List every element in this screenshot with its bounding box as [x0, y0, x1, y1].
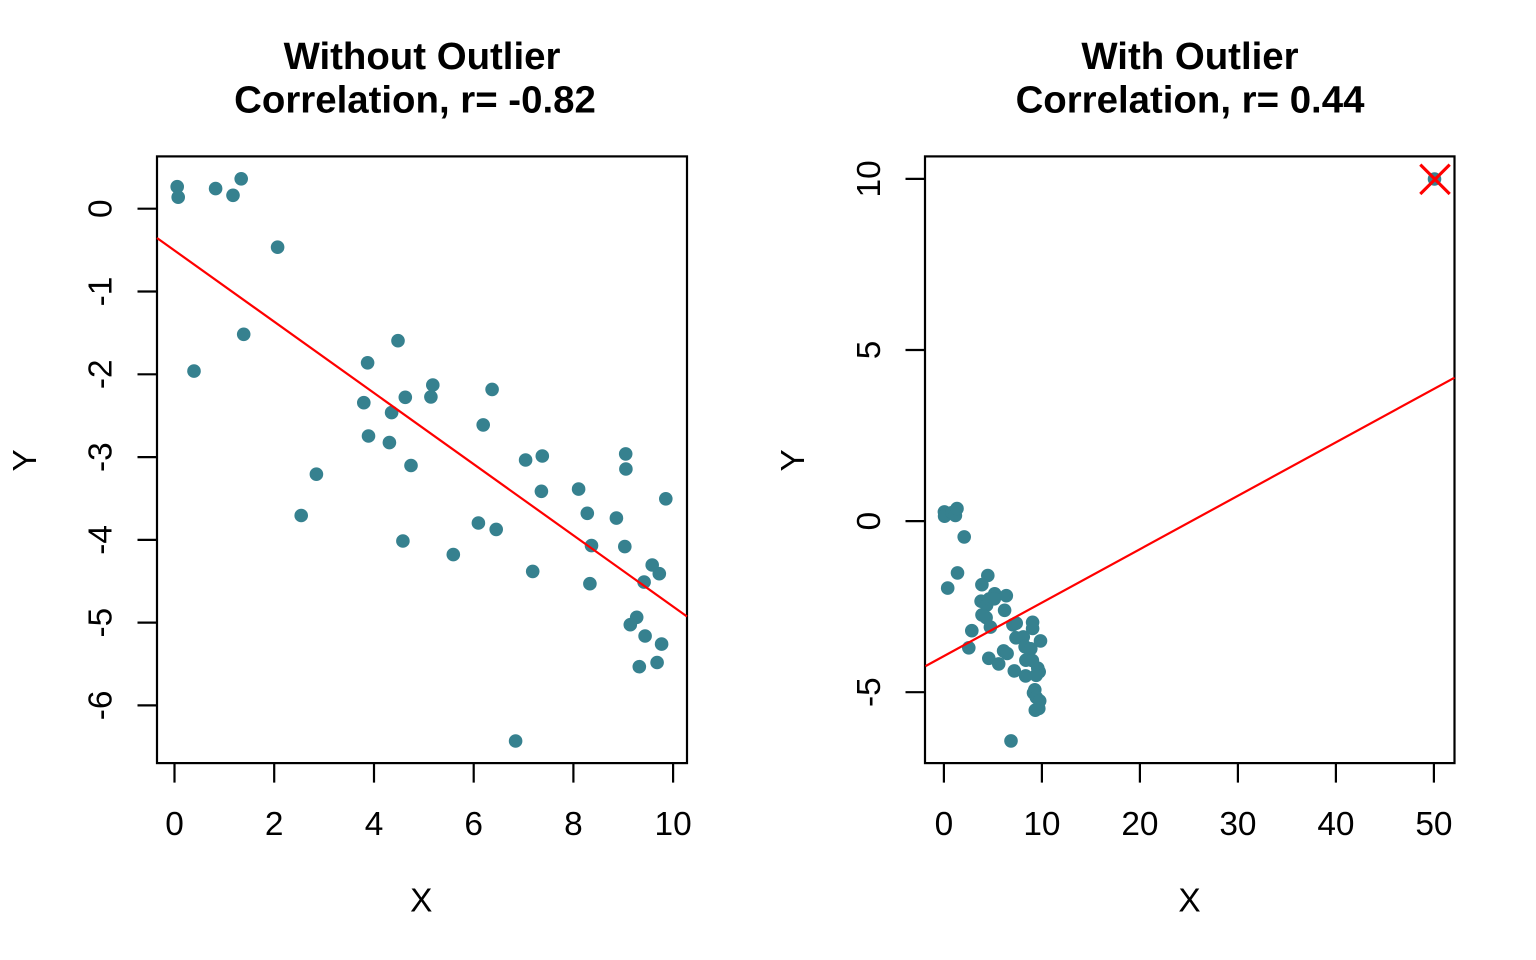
svg-text:0: 0 — [935, 806, 954, 843]
svg-text:-5: -5 — [82, 608, 119, 638]
svg-text:Y: Y — [7, 449, 44, 471]
svg-text:With Outlier: With Outlier — [1081, 35, 1298, 78]
svg-text:-6: -6 — [82, 691, 119, 721]
svg-text:Without Outlier: Without Outlier — [284, 35, 561, 78]
svg-text:50: 50 — [1415, 806, 1452, 843]
svg-text:10: 10 — [851, 160, 888, 197]
svg-text:0: 0 — [82, 199, 119, 218]
svg-text:-3: -3 — [82, 442, 119, 472]
svg-text:10: 10 — [1023, 806, 1060, 843]
svg-text:Correlation, r= -0.82: Correlation, r= -0.82 — [234, 78, 596, 121]
svg-text:5: 5 — [851, 341, 888, 360]
svg-text:X: X — [410, 883, 432, 920]
svg-text:6: 6 — [464, 806, 483, 843]
svg-text:0: 0 — [851, 512, 888, 531]
svg-text:0: 0 — [165, 806, 184, 843]
svg-text:20: 20 — [1121, 806, 1158, 843]
svg-text:Correlation, r= 0.44: Correlation, r= 0.44 — [1016, 78, 1366, 121]
svg-text:4: 4 — [365, 806, 384, 843]
svg-text:Y: Y — [775, 449, 812, 471]
svg-text:-1: -1 — [82, 277, 119, 307]
svg-text:2: 2 — [265, 806, 284, 843]
svg-text:8: 8 — [564, 806, 583, 843]
svg-text:-2: -2 — [82, 359, 119, 389]
svg-text:30: 30 — [1219, 806, 1256, 843]
svg-text:-5: -5 — [851, 677, 888, 707]
svg-text:40: 40 — [1317, 806, 1354, 843]
svg-text:10: 10 — [655, 806, 692, 843]
svg-text:-4: -4 — [82, 525, 119, 555]
svg-text:X: X — [1178, 883, 1200, 920]
